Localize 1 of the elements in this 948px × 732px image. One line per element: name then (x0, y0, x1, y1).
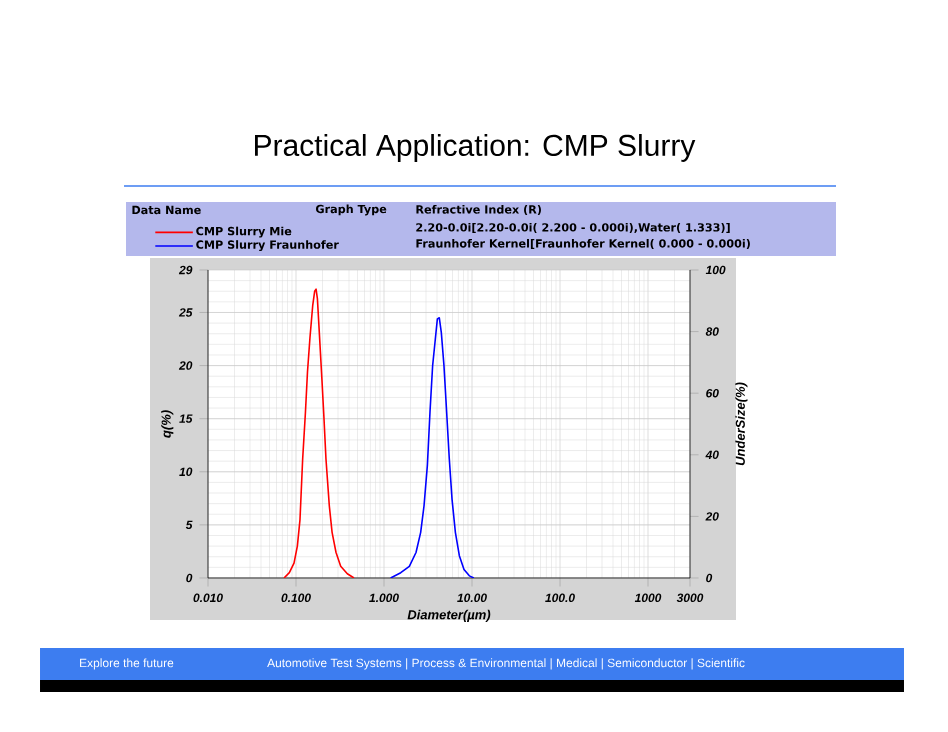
chart-title: Practical Application: CMP Slurry (255, 134, 696, 162)
